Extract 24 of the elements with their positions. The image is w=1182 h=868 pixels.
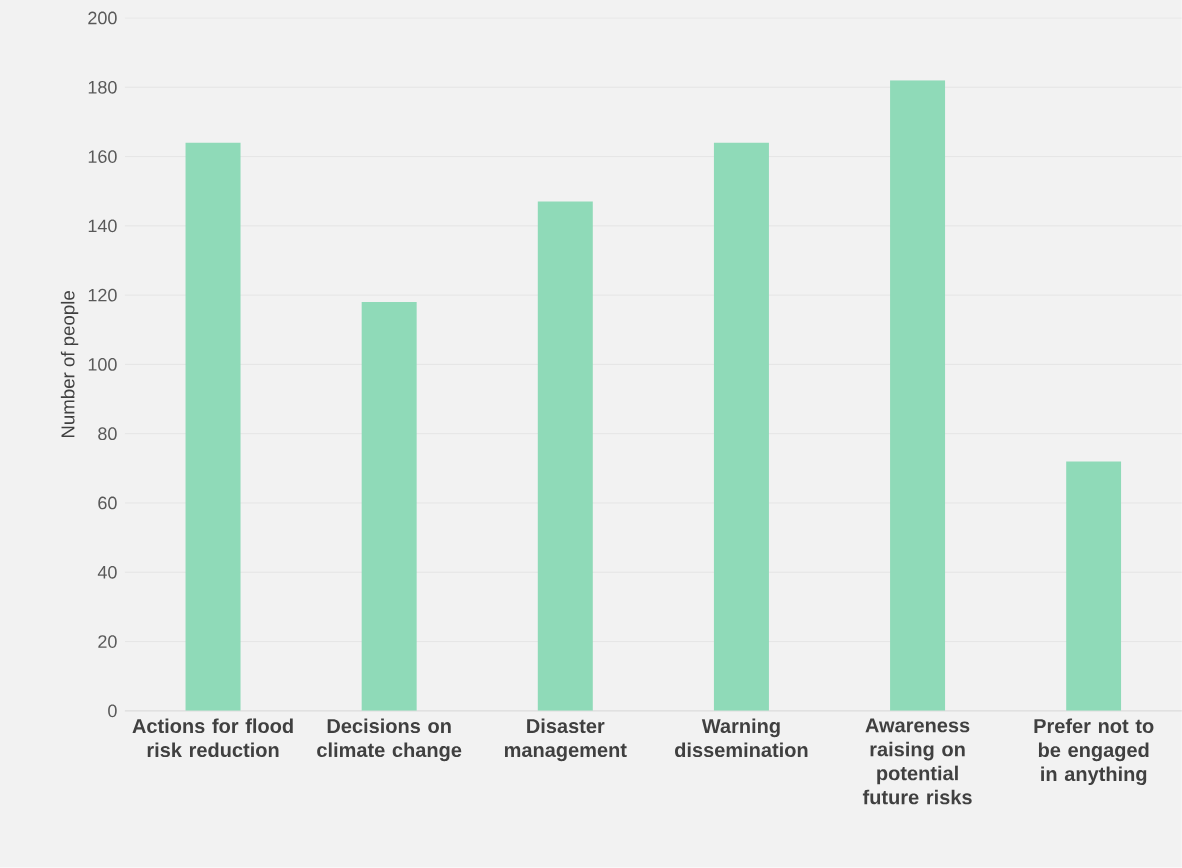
y-tick-label: 20 — [98, 635, 117, 649]
y-tick-label: 80 — [98, 427, 117, 441]
x-tick-label: Disaster management — [504, 718, 627, 762]
y-tick-label: 120 — [88, 288, 117, 302]
x-tick-label: Awareness raising on potential future risks — [862, 718, 972, 805]
y-tick-label: 160 — [88, 150, 117, 164]
y-tick-label: 0 — [108, 704, 117, 718]
y-tick-label: 180 — [88, 81, 117, 94]
bar — [890, 80, 946, 711]
bar — [713, 142, 769, 711]
y-tick-label: 100 — [88, 358, 117, 371]
y-tick-label: 60 — [98, 496, 117, 510]
y-tick-label: 40 — [97, 566, 117, 579]
y-tick-label: 200 — [88, 11, 117, 25]
y-axis-title: Number of people — [60, 291, 79, 438]
x-tick-label: Prefer not to be engaged in anything — [1034, 718, 1154, 786]
bar — [361, 302, 417, 711]
y-tick-label: 140 — [88, 219, 117, 233]
bar — [1066, 461, 1122, 711]
x-tick-label: Warning dissemination — [675, 718, 808, 758]
bar — [537, 201, 593, 711]
bar — [185, 142, 241, 711]
x-tick-label: Actions for flood risk reduction — [132, 718, 293, 758]
x-tick-label: Decisions on climate change — [317, 718, 462, 762]
